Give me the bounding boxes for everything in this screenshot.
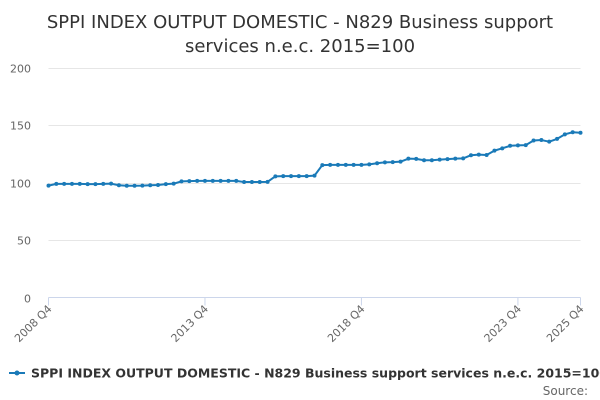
data-point[interactable] xyxy=(492,148,497,153)
data-point[interactable] xyxy=(171,181,176,186)
legend-label[interactable]: SPPI INDEX OUTPUT DOMESTIC - N829 Busine… xyxy=(31,366,600,381)
y-tick-label: 50 xyxy=(17,235,31,248)
data-point[interactable] xyxy=(429,158,434,163)
data-point[interactable] xyxy=(101,181,106,186)
x-tick-label: 2018 Q4 xyxy=(325,302,368,345)
data-point[interactable] xyxy=(124,183,129,188)
data-point[interactable] xyxy=(62,181,67,186)
data-point[interactable] xyxy=(257,180,262,185)
data-point[interactable] xyxy=(226,178,231,183)
data-point[interactable] xyxy=(249,180,254,185)
x-tick-label: 2013 Q4 xyxy=(169,302,212,345)
data-point[interactable] xyxy=(265,179,270,184)
data-point[interactable] xyxy=(515,143,520,148)
data-point[interactable] xyxy=(69,181,74,186)
y-tick-label: 0 xyxy=(24,293,31,306)
data-point[interactable] xyxy=(445,157,450,162)
data-point[interactable] xyxy=(578,130,583,135)
data-point[interactable] xyxy=(85,182,90,187)
data-point[interactable] xyxy=(453,156,458,161)
data-point[interactable] xyxy=(289,174,294,179)
data-point[interactable] xyxy=(500,146,505,151)
data-point[interactable] xyxy=(304,174,309,179)
data-point[interactable] xyxy=(422,158,427,163)
data-point[interactable] xyxy=(148,183,153,188)
data-point[interactable] xyxy=(312,173,317,178)
data-point[interactable] xyxy=(539,138,544,143)
data-point[interactable] xyxy=(476,152,481,157)
data-point[interactable] xyxy=(468,153,473,158)
data-point[interactable] xyxy=(343,162,348,167)
data-point[interactable] xyxy=(555,136,560,141)
data-point[interactable] xyxy=(375,161,380,166)
data-point[interactable] xyxy=(46,183,51,188)
chart-title: SPPI INDEX OUTPUT DOMESTIC - N829 Busine… xyxy=(47,12,553,57)
x-tick-label: 2023 Q4 xyxy=(481,302,524,345)
data-point[interactable] xyxy=(140,183,145,188)
data-point[interactable] xyxy=(156,183,161,188)
y-axis: 0 50 100 150 200 xyxy=(10,63,31,306)
data-point[interactable] xyxy=(187,179,192,184)
data-point[interactable] xyxy=(398,159,403,164)
data-point[interactable] xyxy=(531,138,536,143)
data-point[interactable] xyxy=(351,162,356,167)
data-point[interactable] xyxy=(547,139,552,144)
data-point[interactable] xyxy=(242,180,247,185)
legend-marker xyxy=(14,370,20,376)
data-point[interactable] xyxy=(359,162,364,167)
data-point[interactable] xyxy=(132,183,137,188)
y-tick-label: 200 xyxy=(10,63,31,76)
data-point[interactable] xyxy=(367,162,372,167)
x-tick-label: 2008 Q4 xyxy=(12,302,55,345)
y-tick-label: 150 xyxy=(10,120,31,133)
chart-title-line-1: SPPI INDEX OUTPUT DOMESTIC - N829 Busine… xyxy=(47,12,553,33)
data-point[interactable] xyxy=(179,179,184,184)
grid xyxy=(48,68,581,241)
data-point[interactable] xyxy=(523,143,528,148)
data-point[interactable] xyxy=(406,156,411,161)
data-point[interactable] xyxy=(414,156,419,161)
data-point[interactable] xyxy=(320,163,325,168)
x-tick-label: 2025 Q4 xyxy=(544,302,587,345)
data-point[interactable] xyxy=(202,178,207,183)
data-point[interactable] xyxy=(93,182,98,187)
data-point[interactable] xyxy=(390,160,395,165)
data-point[interactable] xyxy=(234,178,239,183)
data-point[interactable] xyxy=(461,156,466,161)
chart-title-line-2: services n.e.c. 2015=100 xyxy=(185,36,415,57)
data-point[interactable] xyxy=(210,178,215,183)
data-point[interactable] xyxy=(484,152,489,157)
data-point[interactable] xyxy=(335,162,340,167)
data-point[interactable] xyxy=(54,181,59,186)
data-point[interactable] xyxy=(508,143,513,148)
source-label: Source: xyxy=(543,384,588,398)
data-point[interactable] xyxy=(328,162,333,167)
data-point[interactable] xyxy=(116,183,121,188)
data-point[interactable] xyxy=(109,181,114,186)
data-point[interactable] xyxy=(77,181,82,186)
series-line xyxy=(48,131,581,187)
data-point[interactable] xyxy=(163,182,168,187)
x-axis: 2008 Q4 2013 Q4 2018 Q4 2023 Q4 2025 Q4 xyxy=(12,297,587,345)
legend[interactable]: SPPI INDEX OUTPUT DOMESTIC - N829 Busine… xyxy=(9,366,600,381)
data-point[interactable] xyxy=(570,130,575,135)
y-tick-label: 100 xyxy=(10,178,31,191)
data-point[interactable] xyxy=(195,178,200,183)
data-point[interactable] xyxy=(281,174,286,179)
data-point[interactable] xyxy=(273,174,278,179)
data-point[interactable] xyxy=(562,132,567,137)
data-point[interactable] xyxy=(296,174,301,179)
data-point[interactable] xyxy=(218,178,223,183)
data-point[interactable] xyxy=(382,160,387,165)
series-group xyxy=(46,130,583,188)
data-point[interactable] xyxy=(437,157,442,162)
